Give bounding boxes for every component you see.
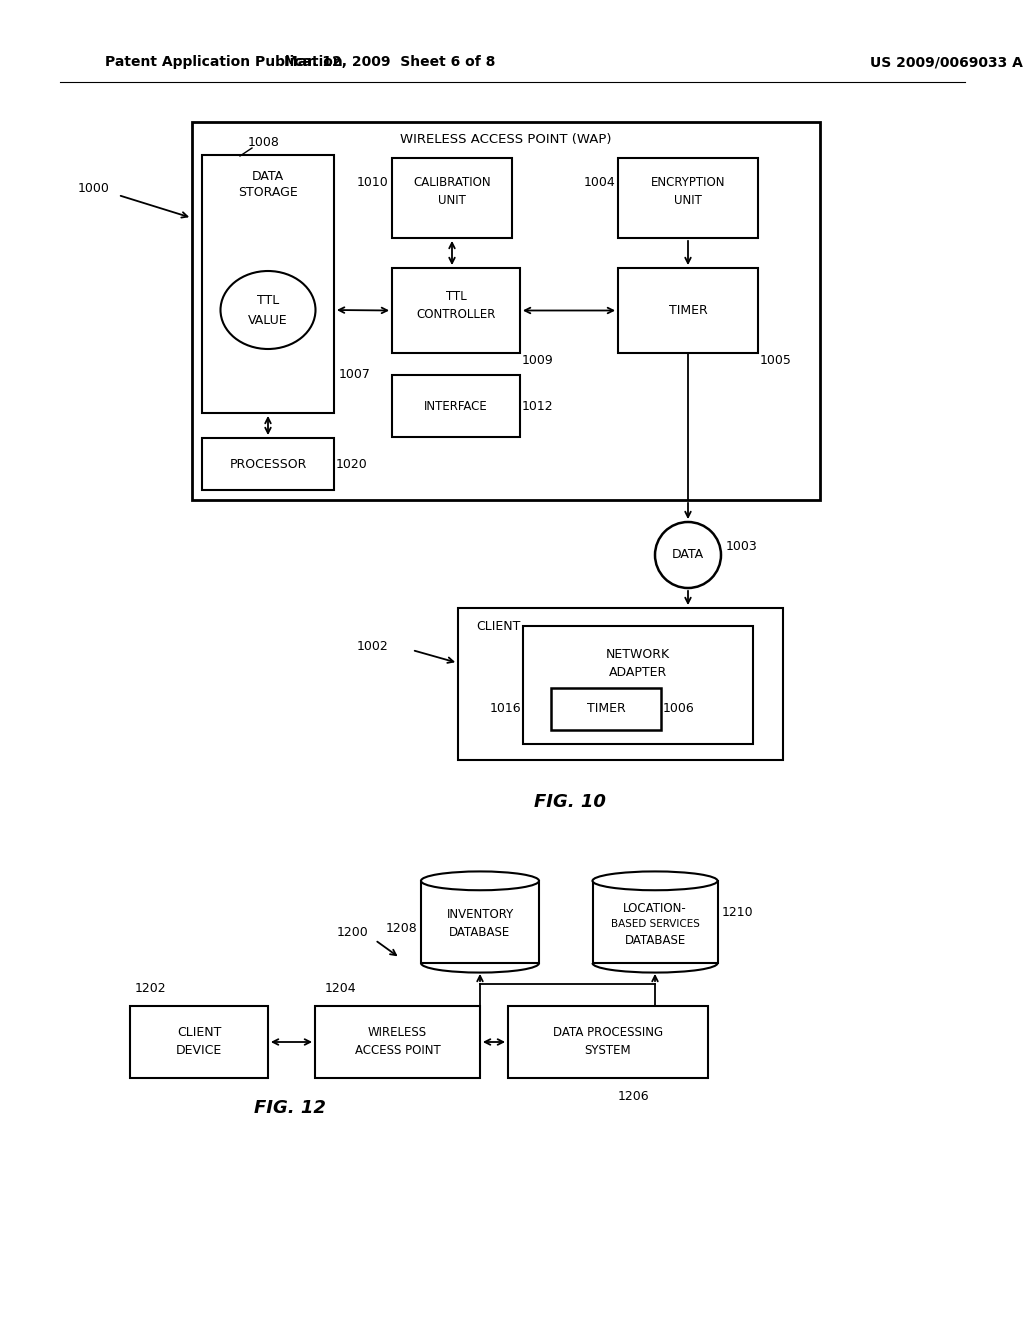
Text: VALUE: VALUE — [248, 314, 288, 326]
Text: 1200: 1200 — [336, 927, 368, 940]
Text: 1208: 1208 — [385, 921, 417, 935]
Text: DEVICE: DEVICE — [176, 1044, 222, 1057]
Bar — [130, 1006, 268, 1078]
Text: 1016: 1016 — [489, 702, 521, 715]
Text: 1202: 1202 — [135, 982, 167, 994]
Bar — [202, 154, 334, 413]
Text: ACCESS POINT: ACCESS POINT — [354, 1044, 440, 1057]
Text: BASED SERVICES: BASED SERVICES — [610, 919, 699, 929]
Text: STORAGE: STORAGE — [239, 186, 298, 199]
Bar — [202, 438, 334, 490]
Bar — [421, 880, 539, 964]
Text: Patent Application Publication: Patent Application Publication — [105, 55, 343, 69]
Text: TIMER: TIMER — [587, 702, 626, 715]
Text: 1004: 1004 — [584, 177, 615, 190]
Bar — [392, 268, 520, 352]
Bar — [392, 375, 520, 437]
Ellipse shape — [593, 871, 718, 890]
Text: 1206: 1206 — [618, 1089, 649, 1102]
Text: CLIENT: CLIENT — [476, 619, 520, 632]
Text: TTL: TTL — [445, 289, 466, 302]
Text: 1204: 1204 — [325, 982, 356, 994]
Text: CLIENT: CLIENT — [177, 1026, 221, 1039]
Text: NETWORK: NETWORK — [606, 648, 670, 660]
Text: DATA PROCESSING: DATA PROCESSING — [553, 1026, 664, 1039]
Text: DATA: DATA — [252, 170, 284, 183]
Bar — [315, 1006, 480, 1078]
Text: CALIBRATION: CALIBRATION — [414, 177, 490, 190]
Text: 1009: 1009 — [522, 355, 554, 367]
Text: Mar. 12, 2009  Sheet 6 of 8: Mar. 12, 2009 Sheet 6 of 8 — [285, 55, 496, 69]
Bar — [551, 688, 662, 730]
Bar — [593, 880, 718, 964]
Text: FIG. 12: FIG. 12 — [254, 1100, 326, 1117]
Text: INTERFACE: INTERFACE — [424, 400, 487, 412]
Text: UNIT: UNIT — [674, 194, 701, 206]
Bar — [458, 609, 783, 760]
Text: ENCRYPTION: ENCRYPTION — [650, 177, 725, 190]
Ellipse shape — [421, 871, 539, 890]
Text: ADAPTER: ADAPTER — [609, 665, 667, 678]
Text: 1020: 1020 — [336, 458, 368, 470]
Text: PROCESSOR: PROCESSOR — [229, 458, 306, 470]
Bar — [618, 158, 758, 238]
Circle shape — [655, 521, 721, 587]
Text: 1003: 1003 — [726, 540, 758, 553]
Text: LOCATION-: LOCATION- — [624, 902, 687, 915]
Text: 1010: 1010 — [356, 177, 388, 190]
Text: UNIT: UNIT — [438, 194, 466, 206]
Text: 1006: 1006 — [663, 702, 694, 715]
Text: CONTROLLER: CONTROLLER — [417, 308, 496, 321]
Text: DATABASE: DATABASE — [625, 933, 686, 946]
Bar — [392, 158, 512, 238]
Text: 1002: 1002 — [356, 639, 388, 652]
Text: DATA: DATA — [672, 549, 705, 561]
Text: WIRELESS ACCESS POINT (WAP): WIRELESS ACCESS POINT (WAP) — [400, 133, 611, 147]
Bar — [523, 626, 753, 744]
Text: 1012: 1012 — [522, 400, 554, 412]
Text: WIRELESS: WIRELESS — [368, 1026, 427, 1039]
Bar — [618, 268, 758, 352]
Text: FIG. 10: FIG. 10 — [535, 793, 606, 810]
Text: TIMER: TIMER — [669, 304, 708, 317]
Text: TTL: TTL — [257, 293, 280, 306]
Bar — [508, 1006, 708, 1078]
Text: SYSTEM: SYSTEM — [585, 1044, 632, 1057]
Text: 1005: 1005 — [760, 355, 792, 367]
Text: 1000: 1000 — [78, 181, 110, 194]
Ellipse shape — [220, 271, 315, 348]
Text: INVENTORY: INVENTORY — [446, 908, 514, 921]
Text: DATABASE: DATABASE — [450, 927, 511, 940]
Text: 1008: 1008 — [248, 136, 280, 149]
Text: US 2009/0069033 A1: US 2009/0069033 A1 — [870, 55, 1024, 69]
Text: 1210: 1210 — [722, 907, 753, 920]
Text: 1007: 1007 — [339, 368, 371, 381]
Bar — [193, 121, 820, 500]
